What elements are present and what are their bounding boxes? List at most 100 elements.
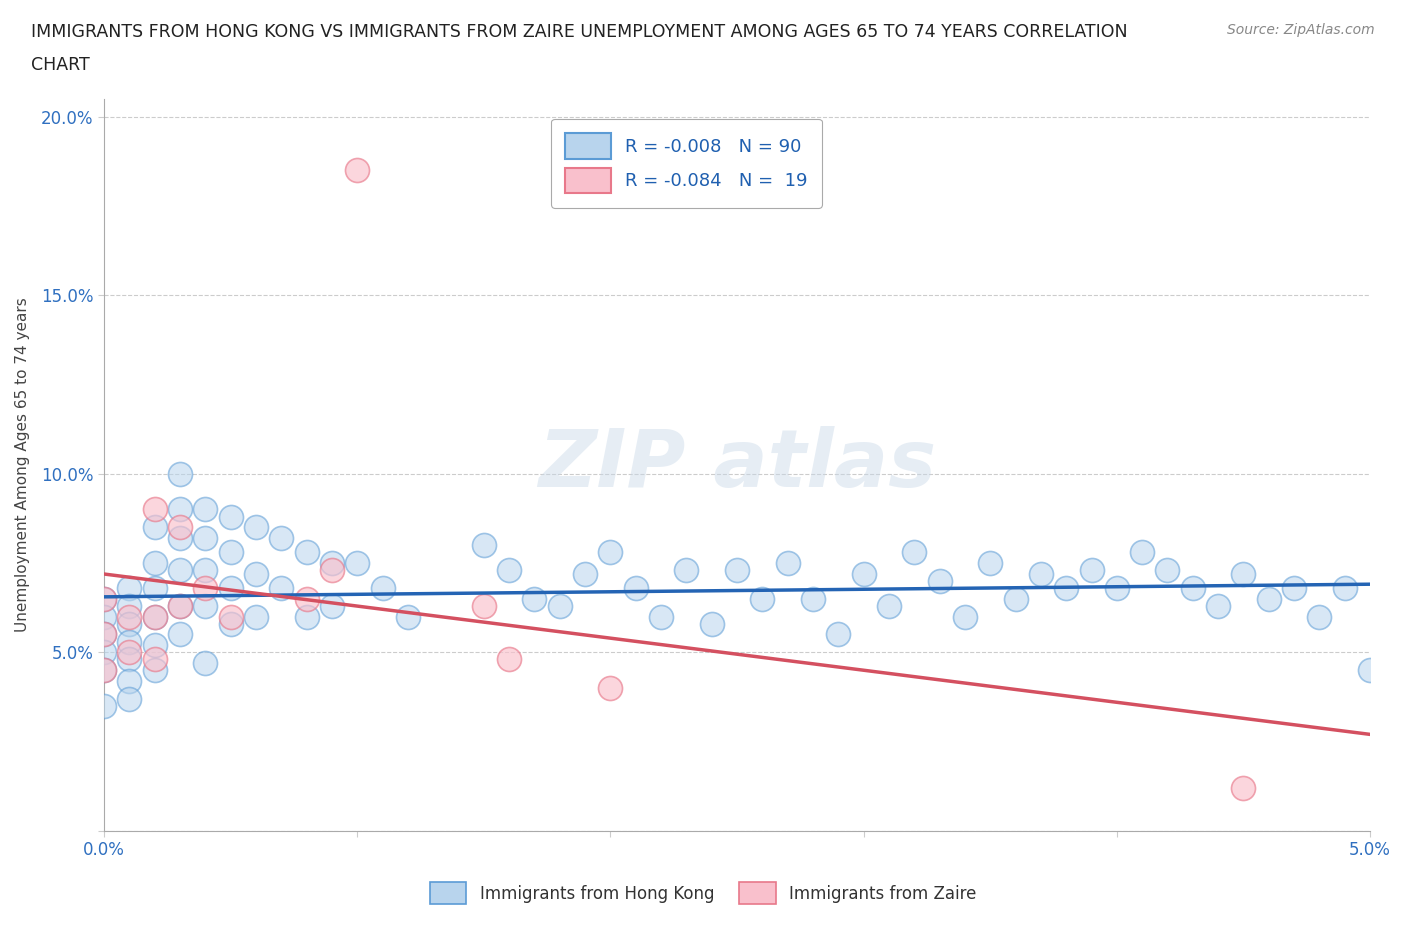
Point xyxy=(321,598,343,613)
Point xyxy=(169,598,191,613)
Point xyxy=(624,580,647,595)
Point xyxy=(498,652,520,667)
Point xyxy=(93,644,115,659)
Point xyxy=(194,502,217,517)
Point xyxy=(801,591,824,606)
Y-axis label: Unemployment Among Ages 65 to 74 years: Unemployment Among Ages 65 to 74 years xyxy=(15,298,30,632)
Point xyxy=(1358,663,1381,678)
Point xyxy=(143,502,166,517)
Point xyxy=(93,627,115,642)
Text: Source: ZipAtlas.com: Source: ZipAtlas.com xyxy=(1227,23,1375,37)
Point xyxy=(523,591,546,606)
Point xyxy=(1206,598,1229,613)
Point xyxy=(1105,580,1128,595)
Point xyxy=(118,617,141,631)
Point xyxy=(118,598,141,613)
Point xyxy=(93,609,115,624)
Point xyxy=(599,681,621,696)
Point xyxy=(194,530,217,545)
Point xyxy=(1029,566,1052,581)
Point xyxy=(169,563,191,578)
Point xyxy=(270,530,292,545)
Point xyxy=(321,555,343,570)
Point xyxy=(1257,591,1279,606)
Point xyxy=(675,563,697,578)
Text: IMMIGRANTS FROM HONG KONG VS IMMIGRANTS FROM ZAIRE UNEMPLOYMENT AMONG AGES 65 TO: IMMIGRANTS FROM HONG KONG VS IMMIGRANTS … xyxy=(31,23,1128,41)
Point xyxy=(1282,580,1305,595)
Point xyxy=(1333,580,1355,595)
Point xyxy=(650,609,672,624)
Point xyxy=(143,609,166,624)
Point xyxy=(118,652,141,667)
Point xyxy=(346,163,368,178)
Point xyxy=(143,520,166,535)
Point xyxy=(599,545,621,560)
Point xyxy=(1232,780,1254,795)
Point xyxy=(118,609,141,624)
Point xyxy=(321,563,343,578)
Point xyxy=(245,609,267,624)
Point xyxy=(903,545,925,560)
Point xyxy=(1054,580,1077,595)
Point xyxy=(143,652,166,667)
Point xyxy=(219,617,242,631)
Point xyxy=(245,520,267,535)
Point xyxy=(93,591,115,606)
Point xyxy=(928,574,950,589)
Point xyxy=(93,663,115,678)
Point xyxy=(143,580,166,595)
Point xyxy=(979,555,1001,570)
Point xyxy=(396,609,419,624)
Point xyxy=(877,598,900,613)
Point xyxy=(169,520,191,535)
Point xyxy=(118,580,141,595)
Point xyxy=(93,663,115,678)
Point xyxy=(194,656,217,671)
Point xyxy=(143,609,166,624)
Point xyxy=(219,609,242,624)
Point xyxy=(725,563,748,578)
Point xyxy=(295,591,318,606)
Point xyxy=(472,598,495,613)
Text: CHART: CHART xyxy=(31,56,90,73)
Point xyxy=(118,644,141,659)
Point xyxy=(93,698,115,713)
Point xyxy=(169,502,191,517)
Point xyxy=(852,566,875,581)
Point xyxy=(93,627,115,642)
Point xyxy=(194,563,217,578)
Point xyxy=(1232,566,1254,581)
Point xyxy=(93,591,115,606)
Point xyxy=(1004,591,1026,606)
Point xyxy=(1156,563,1178,578)
Point xyxy=(143,663,166,678)
Text: ZIP atlas: ZIP atlas xyxy=(538,426,936,504)
Point xyxy=(169,466,191,481)
Point xyxy=(219,580,242,595)
Point xyxy=(498,563,520,578)
Point xyxy=(346,555,368,570)
Point xyxy=(169,598,191,613)
Legend: R = -0.008   N = 90, R = -0.084   N =  19: R = -0.008 N = 90, R = -0.084 N = 19 xyxy=(551,119,823,207)
Point xyxy=(143,638,166,653)
Point xyxy=(219,545,242,560)
Legend: Immigrants from Hong Kong, Immigrants from Zaire: Immigrants from Hong Kong, Immigrants fr… xyxy=(423,876,983,910)
Point xyxy=(118,634,141,649)
Point xyxy=(245,566,267,581)
Point xyxy=(700,617,723,631)
Point xyxy=(169,530,191,545)
Point xyxy=(1181,580,1204,595)
Point xyxy=(1130,545,1153,560)
Point xyxy=(169,627,191,642)
Point xyxy=(1308,609,1330,624)
Point xyxy=(953,609,976,624)
Point xyxy=(1080,563,1102,578)
Point xyxy=(548,598,571,613)
Point xyxy=(143,555,166,570)
Point xyxy=(270,580,292,595)
Point xyxy=(118,691,141,706)
Point xyxy=(194,580,217,595)
Point xyxy=(295,609,318,624)
Point xyxy=(118,673,141,688)
Point xyxy=(751,591,773,606)
